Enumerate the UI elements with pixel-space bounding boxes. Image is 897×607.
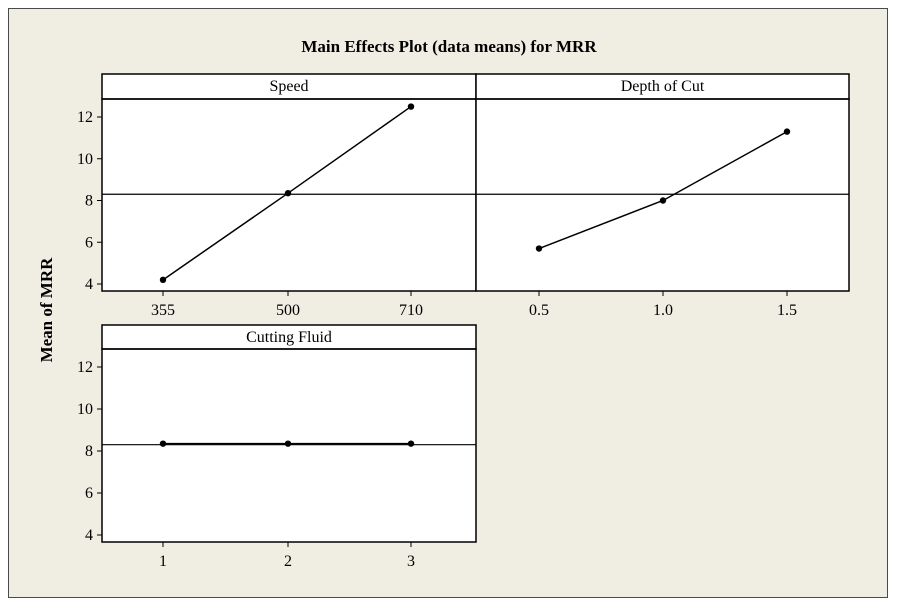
chart-title: Main Effects Plot (data means) for MRR [301, 37, 597, 56]
data-point [535, 245, 543, 252]
data-point [159, 276, 167, 284]
panel-0: Speed 4 6 8 10 12 355 500 710 [77, 73, 477, 319]
panel-background [476, 74, 849, 291]
panel-title: Cutting Fluid [246, 329, 332, 346]
x-tick-label: 2 [284, 553, 292, 570]
y-tick-label: 8 [85, 193, 93, 210]
x-tick-label: 3 [407, 553, 415, 570]
x-tick-label: 500 [276, 302, 300, 319]
y-tick-label: 8 [85, 443, 93, 460]
panel-background [102, 325, 476, 542]
panel-background [102, 74, 476, 291]
x-tick-label: 355 [151, 302, 175, 319]
panel-border [101, 348, 477, 543]
panel-title: Depth of Cut [621, 78, 705, 95]
panel-strip [101, 73, 477, 100]
data-point [783, 128, 791, 135]
data-point [284, 189, 292, 197]
data-point [407, 103, 415, 110]
panel-title: Speed [269, 78, 308, 95]
x-tick-label: 710 [399, 302, 423, 319]
y-tick-label: 10 [77, 151, 93, 168]
x-tick-label: 1 [159, 553, 167, 570]
data-point [159, 440, 167, 447]
data-point [284, 440, 292, 447]
data-point [407, 440, 415, 447]
y-tick-label: 6 [85, 234, 93, 251]
x-tick-label: 1.5 [777, 302, 797, 319]
y-tick-label: 4 [85, 527, 93, 544]
x-tick-label: 0.5 [529, 302, 549, 319]
y-axis-label: Mean of MRR [37, 257, 56, 363]
y-tick-label: 12 [77, 359, 93, 376]
x-tick-label: 1.0 [653, 302, 673, 319]
y-tick-label: 12 [77, 109, 93, 126]
data-point [659, 197, 667, 204]
y-tick-label: 6 [85, 485, 93, 502]
y-tick-label: 10 [77, 401, 93, 418]
panel-1: Depth of Cut 0.5 1.0 1.5 [475, 73, 850, 319]
y-tick-label: 4 [85, 276, 93, 293]
